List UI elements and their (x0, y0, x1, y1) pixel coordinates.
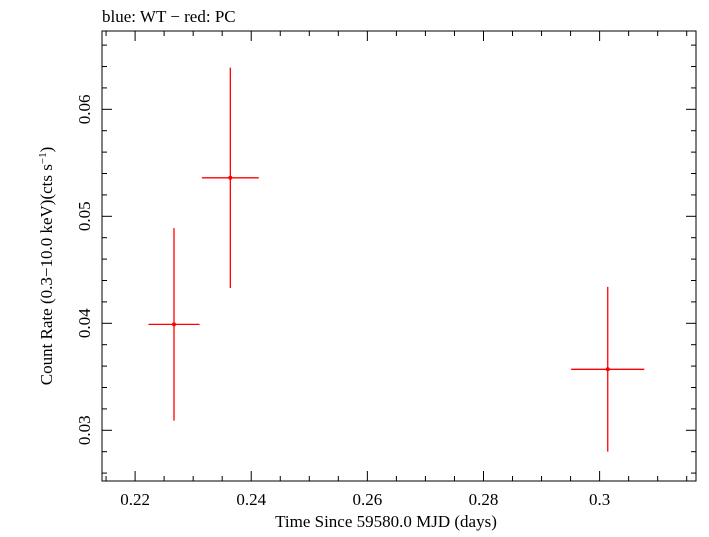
data-point (201, 67, 259, 288)
y-tick-labels: 0.03 0.04 0.05 0.06 (75, 94, 94, 445)
x-axis-label: Time Since 59580.0 MJD (days) (275, 512, 497, 531)
y-tick-label: 0.03 (75, 415, 94, 445)
chart-title: blue: WT − red: PC (102, 7, 236, 26)
x-tick-label: 0.26 (352, 490, 382, 509)
point-marker (228, 175, 233, 180)
x-tick-label: 0.24 (236, 490, 266, 509)
data-point (148, 228, 200, 421)
y-tick-label: 0.05 (75, 201, 94, 231)
point-marker (605, 367, 610, 372)
y-axis-label: Count Rate (0.3−10.0 keV)(cts s−1) (37, 147, 56, 386)
plot-frame (101, 30, 697, 482)
y-axis-label-close: ) (37, 147, 56, 153)
x-tick-label: 0.3 (589, 490, 610, 509)
data-point (571, 286, 645, 452)
y-tick-label: 0.06 (75, 94, 94, 124)
axis-ticks (102, 31, 696, 481)
x-tick-labels: 0.22 0.24 0.26 0.28 0.3 (120, 490, 610, 509)
y-axis-label-main: Count Rate (0.3−10.0 keV)(cts s (37, 164, 56, 385)
x-tick-label: 0.28 (469, 490, 499, 509)
y-tick-label: 0.04 (75, 308, 94, 338)
y-axis-label-sup: −1 (37, 152, 49, 164)
x-tick-label: 0.22 (120, 490, 150, 509)
point-marker (172, 322, 176, 327)
series-layer (148, 67, 645, 452)
